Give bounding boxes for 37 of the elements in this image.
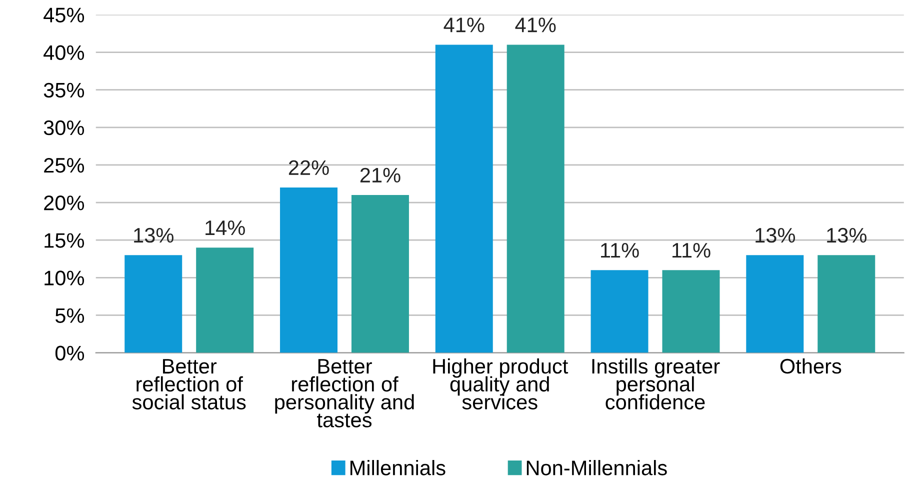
legend-label: Millennials [350, 460, 446, 476]
y-tick-label: 5% [55, 308, 84, 323]
bar [662, 270, 720, 353]
y-tick-label: 35% [44, 82, 84, 98]
x-tick-label: Others [780, 358, 842, 374]
bar [435, 44, 493, 353]
bar [590, 270, 648, 353]
data-label: 41% [515, 18, 556, 32]
data-label: 13% [756, 228, 796, 243]
x-tick-label: Higher product quality and services [433, 358, 568, 410]
bar [196, 248, 254, 353]
data-label: 21% [360, 168, 400, 182]
y-tick-label: 10% [44, 270, 84, 286]
data-label: 11% [672, 243, 710, 258]
bar [818, 255, 876, 353]
bar [351, 195, 409, 353]
y-tick-label: 45% [44, 8, 84, 22]
data-label: 14% [206, 220, 245, 236]
data-label: 11% [601, 243, 639, 258]
x-tick-label: Instills greater personal confidence [592, 358, 720, 410]
data-label: 41% [444, 18, 484, 32]
y-tick-label: 20% [44, 196, 84, 210]
y-tick-label: 40% [44, 45, 84, 60]
bar [124, 255, 182, 353]
y-tick-label: 25% [44, 158, 84, 173]
x-tick-label: Better reflection of social status [132, 359, 246, 410]
y-tick-label: 15% [44, 233, 84, 248]
data-label: 13% [827, 228, 866, 243]
legend-label: Non-Millennials [526, 460, 667, 476]
x-tick-label: Better reflection of personality and tastes [275, 359, 414, 428]
bar [280, 188, 338, 353]
data-label: 13% [134, 228, 174, 243]
bar [506, 44, 564, 353]
y-tick-label: 0% [55, 346, 84, 361]
bar [746, 255, 804, 353]
data-label: 22% [288, 160, 329, 175]
y-tick-label: 30% [44, 120, 84, 136]
